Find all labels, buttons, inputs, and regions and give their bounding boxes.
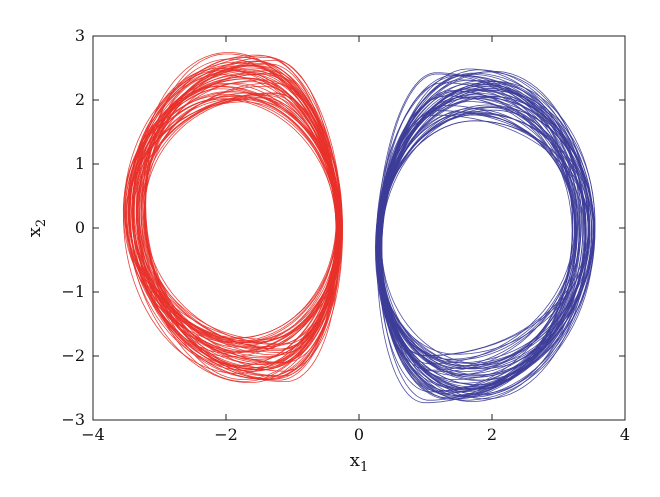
x-tick-label: 2 — [487, 425, 497, 444]
trajectory-orbit — [144, 74, 342, 354]
trajectory-orbit — [128, 55, 338, 381]
trajectory-orbit — [375, 109, 587, 369]
x-axis-label-base: x — [350, 450, 360, 471]
y-tick-label: −1 — [61, 282, 85, 301]
trajectory-orbit — [129, 63, 340, 382]
trajectory-orbit — [144, 98, 338, 343]
trajectory-orbit — [380, 88, 574, 390]
x-tick-label: 0 — [354, 425, 364, 444]
series-layer — [122, 52, 596, 404]
trajectory-orbit — [378, 86, 574, 390]
x-axis-label: x1 — [350, 450, 368, 475]
trajectory-orbit — [380, 81, 585, 396]
trajectory-orbit — [376, 84, 578, 388]
x-axis-label-sub: 1 — [360, 460, 368, 475]
y-tick-label: 2 — [75, 90, 85, 109]
y-tick-label: 1 — [75, 154, 85, 173]
trajectory-orbit — [126, 73, 342, 370]
y-tick-label: 3 — [75, 26, 85, 45]
trajectory-orbit — [139, 85, 339, 356]
trajectory-orbit — [380, 90, 573, 392]
trajectory-orbit — [131, 92, 340, 349]
trajectory-orbit — [136, 81, 337, 365]
y-tick-label: −2 — [61, 346, 85, 365]
trajectory-orbit — [136, 72, 338, 364]
tick-layer: −4 −2 0 2 4 −3 −2 −1 0 1 2 3 — [61, 26, 630, 444]
trajectory-orbit — [132, 65, 343, 380]
series-right — [374, 68, 596, 404]
trajectory-orbit — [140, 64, 340, 371]
trajectory-orbit — [134, 91, 337, 338]
x-tick-label: −4 — [81, 425, 105, 444]
y-axis-label-base: x — [24, 227, 45, 237]
y-tick-label: 0 — [75, 218, 85, 237]
y-tick-label: −3 — [61, 410, 85, 429]
x-tick-label: −2 — [214, 425, 238, 444]
trajectory-orbit — [378, 106, 578, 369]
x-tick-label: 4 — [620, 425, 630, 444]
y-axis-label-sub: 2 — [34, 219, 49, 227]
y-axis-label: x2 — [24, 219, 49, 237]
trajectory-orbit — [133, 98, 339, 342]
series-left — [122, 52, 343, 383]
